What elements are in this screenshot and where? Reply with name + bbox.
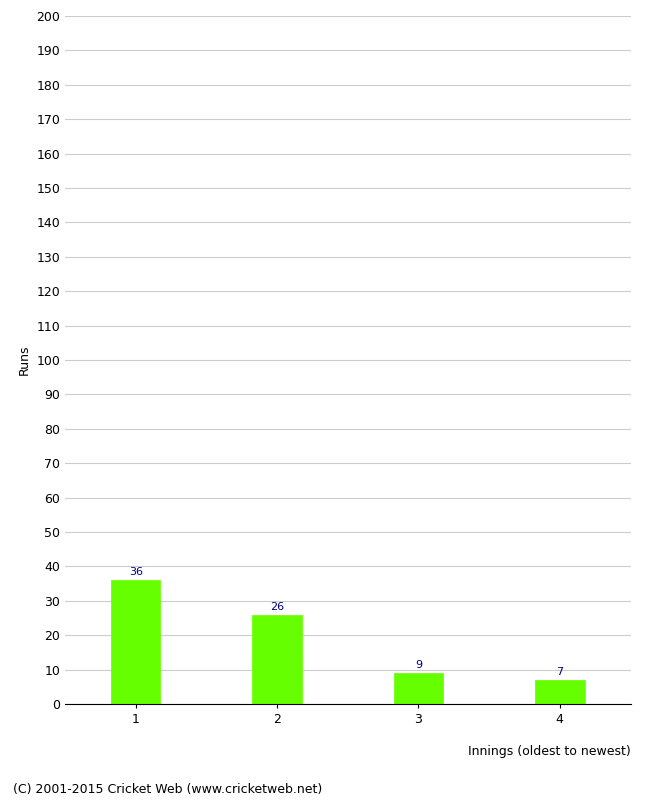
Bar (535, 680, 584, 704)
Bar (252, 614, 302, 704)
X-axis label: Innings (oldest to newest): Innings (oldest to newest) (468, 746, 630, 758)
Bar (111, 580, 161, 704)
Text: 9: 9 (415, 660, 422, 670)
Text: 26: 26 (270, 602, 284, 612)
Y-axis label: Runs: Runs (18, 345, 31, 375)
Bar (394, 673, 443, 704)
Text: 7: 7 (556, 667, 564, 677)
Text: (C) 2001-2015 Cricket Web (www.cricketweb.net): (C) 2001-2015 Cricket Web (www.cricketwe… (13, 783, 322, 796)
Text: 36: 36 (129, 567, 143, 578)
